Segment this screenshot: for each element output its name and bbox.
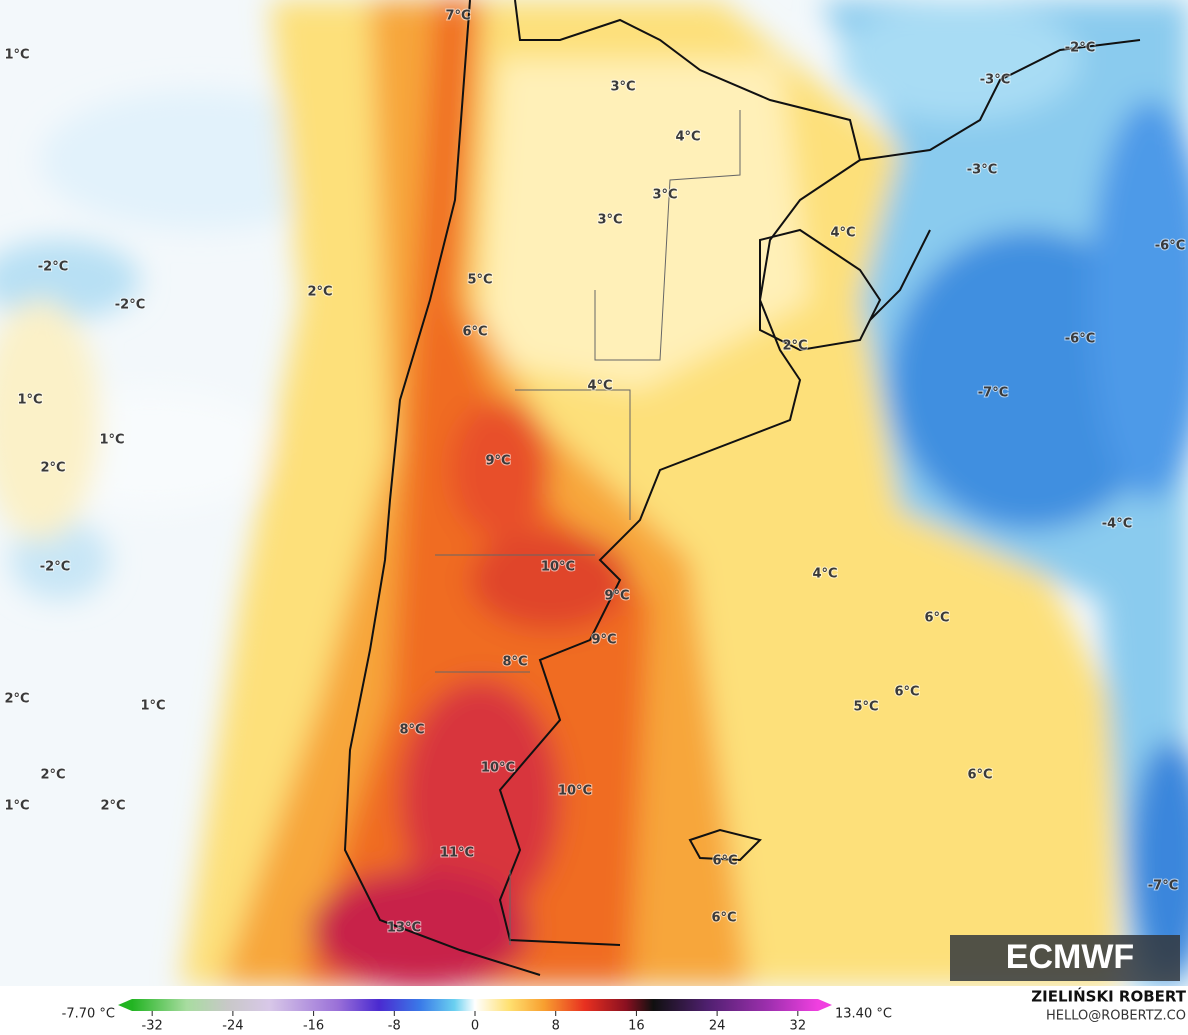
colorbar-tick-label: 32 (790, 1019, 807, 1034)
author: ZIELIŃSKI ROBERT (1031, 987, 1186, 1006)
temperature-label: 6°C (712, 854, 737, 869)
contact: HELLO@ROBERTZ.CO (1046, 1009, 1186, 1024)
temperature-label: 8°C (399, 723, 424, 738)
temperature-label: -6°C (1065, 332, 1095, 347)
temperature-label: -2°C (40, 560, 70, 575)
temperature-label: 2°C (782, 339, 807, 354)
temperature-label: 10°C (541, 560, 575, 575)
logo: ECMWF (950, 935, 1180, 981)
colorbar-tick-label: 8 (552, 1019, 560, 1034)
temperature-label: -2°C (38, 260, 68, 275)
temperature-label: 8°C (502, 655, 527, 670)
temperature-label: 7°C (445, 9, 470, 24)
temperature-labels: 7°C 1°C 3°C -2°C -3°C 4°C -3°C 3°C 3°C 4°C -6°C -2°… (3, 8, 1186, 937)
temperature-label: 6°C (462, 325, 487, 340)
map-field (0, 0, 1188, 986)
colorbar-tick-label: 24 (709, 1019, 726, 1034)
temperature-label: 9°C (591, 633, 616, 648)
temperature-label: -7°C (1148, 879, 1178, 894)
temperature-label: 6°C (967, 768, 992, 783)
colorbar-tick-label: 16 (628, 1019, 645, 1034)
temperature-label: 2°C (40, 768, 65, 783)
temperature-label: -3°C (967, 163, 997, 178)
temperature-label: 1°C (4, 799, 29, 814)
temperature-label: -6°C (1155, 239, 1185, 254)
temperature-label: 4°C (830, 226, 855, 241)
colorbar-tick-label: -8 (388, 1019, 401, 1034)
temperature-label: -3°C (980, 73, 1010, 88)
temperature-label: 4°C (675, 130, 700, 145)
temperature-label: 2°C (307, 285, 332, 300)
temperature-label: 5°C (853, 700, 878, 715)
colorbar-tick-label: -32 (142, 1019, 163, 1034)
temperature-label: 3°C (610, 80, 635, 95)
temperature-label: 2°C (100, 799, 125, 814)
temperature-label: -2°C (1065, 41, 1095, 56)
temperature-label: 1°C (4, 48, 29, 63)
temperature-label: 13°C (387, 921, 421, 936)
temperature-label: 6°C (711, 911, 736, 926)
temperature-label: 11°C (440, 846, 474, 861)
temperature-label: 1°C (140, 699, 165, 714)
temperature-label: 10°C (558, 784, 592, 799)
temperature-label: 1°C (99, 433, 124, 448)
temperature-label: 1°C (17, 393, 42, 408)
colorbar-tick-label: -16 (303, 1019, 324, 1034)
temperature-label: -7°C (978, 386, 1008, 401)
temperature-label: 5°C (467, 273, 492, 288)
temperature-label: 2°C (4, 692, 29, 707)
temperature-label: 2°C (40, 461, 65, 476)
temperature-label: -2°C (115, 298, 145, 313)
logo-text: ECMWF (1006, 938, 1134, 976)
temperature-label: 10°C (481, 761, 515, 776)
temperature-label: 4°C (812, 567, 837, 582)
temperature-label: 4°C (587, 379, 612, 394)
temperature-label: 6°C (924, 611, 949, 626)
colorbar-max: 13.40 °C (835, 1007, 892, 1022)
colorbar-tick-label: 0 (471, 1019, 479, 1034)
coastline (343, 0, 1141, 976)
colorbar-tick-label: -24 (222, 1019, 243, 1034)
temperature-label: 3°C (652, 188, 677, 203)
temperature-label: -4°C (1102, 517, 1132, 532)
temperature-label: 9°C (485, 454, 510, 469)
colorbar-min: -7.70 °C (62, 1007, 115, 1022)
borders (435, 110, 741, 945)
temperature-label: 6°C (894, 685, 919, 700)
temperature-label: 3°C (597, 213, 622, 228)
colorbar: -7.70 °C 13.40 °C -32 -24 -16 -8 0 8 16 24 32 (62, 999, 892, 1034)
temperature-label: 9°C (604, 589, 629, 604)
